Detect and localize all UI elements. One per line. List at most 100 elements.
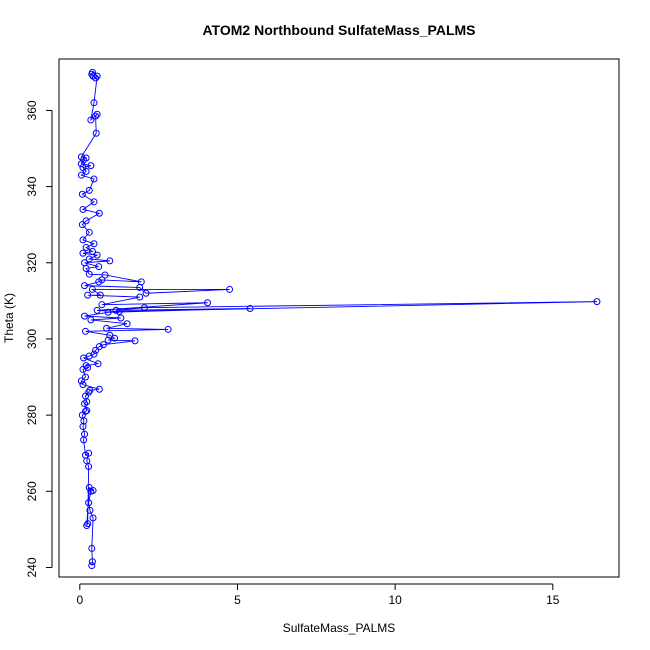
- data-point: [246, 304, 254, 312]
- data-point: [81, 373, 89, 381]
- y-axis-label: Theta (K): [2, 293, 16, 343]
- data-point: [83, 407, 91, 415]
- data-point: [88, 562, 96, 570]
- data-point: [104, 308, 112, 316]
- data-point: [81, 400, 89, 408]
- data-point: [88, 558, 96, 566]
- data-point: [81, 282, 89, 290]
- data-point: [117, 314, 125, 322]
- data-point: [226, 285, 234, 293]
- data-point: [81, 259, 89, 267]
- chart-title: ATOM2 Northbound SulfateMass_PALMS: [202, 22, 475, 38]
- data-point: [106, 257, 114, 265]
- data-point: [92, 129, 100, 137]
- y-tick-label: 320: [25, 252, 39, 272]
- x-tick-label: 10: [388, 593, 402, 607]
- data-point: [90, 240, 98, 248]
- data-point: [90, 175, 98, 183]
- data-point: [81, 312, 89, 320]
- data-point: [88, 285, 96, 293]
- x-tick-label: 15: [546, 593, 560, 607]
- data-point: [95, 343, 103, 351]
- data-point: [90, 350, 98, 358]
- data-point: [95, 209, 103, 217]
- data-point: [84, 291, 92, 299]
- data-point: [82, 217, 90, 225]
- y-tick-label: 280: [25, 405, 39, 425]
- y-tick-label: 240: [25, 557, 39, 577]
- data-point: [106, 331, 114, 339]
- data-point: [140, 304, 148, 312]
- data-series: [77, 68, 601, 570]
- data-point: [90, 99, 98, 107]
- data-point: [99, 341, 107, 349]
- data-point: [86, 506, 94, 514]
- data-point: [88, 70, 96, 78]
- data-point: [94, 360, 102, 368]
- data-point: [85, 352, 93, 360]
- data-point: [85, 270, 93, 278]
- data-point: [84, 364, 92, 372]
- data-point: [84, 520, 92, 528]
- data-point: [81, 327, 89, 335]
- data-point: [103, 324, 111, 332]
- data-point: [85, 186, 93, 194]
- data-point: [77, 377, 85, 385]
- data-point: [93, 251, 101, 259]
- data-point: [93, 110, 101, 118]
- data-point: [90, 198, 98, 206]
- data-point: [98, 301, 106, 309]
- data-point: [78, 221, 86, 229]
- data-point: [101, 271, 109, 279]
- data-point: [87, 116, 95, 124]
- data-point: [111, 334, 118, 342]
- data-point: [79, 249, 87, 257]
- data-point: [115, 308, 123, 316]
- data-point: [85, 388, 93, 396]
- data-point: [78, 190, 86, 198]
- data-point: [593, 298, 601, 306]
- data-point: [95, 385, 103, 393]
- data-point: [82, 362, 90, 370]
- data-point: [87, 316, 95, 324]
- data-point: [77, 153, 85, 161]
- data-point: [88, 544, 96, 552]
- data-point: [87, 162, 95, 170]
- data-point: [79, 381, 87, 389]
- x-tick-label: 0: [76, 593, 83, 607]
- data-point: [85, 483, 93, 491]
- data-point: [81, 407, 89, 415]
- data-point: [96, 291, 104, 299]
- data-point: [77, 160, 85, 168]
- y-tick-label: 360: [25, 100, 39, 120]
- data-point: [92, 346, 100, 354]
- data-point: [123, 320, 131, 328]
- x-tick-label: 5: [234, 593, 241, 607]
- data-point: [92, 112, 100, 120]
- data-point: [89, 514, 97, 522]
- data-point: [85, 228, 93, 236]
- y-tick-label: 340: [25, 176, 39, 196]
- data-point: [88, 247, 96, 255]
- data-point: [81, 430, 89, 438]
- data-point: [79, 205, 87, 213]
- y-axis: 240 260 280 300 320 340 360: [25, 100, 53, 577]
- x-axis: 0 5 10 15: [76, 583, 560, 607]
- data-point: [142, 289, 150, 297]
- data-point: [79, 164, 87, 172]
- data-point: [85, 499, 93, 507]
- data-point: [98, 276, 106, 284]
- data-point: [131, 337, 139, 345]
- data-point: [81, 451, 89, 459]
- series-line: [80, 71, 597, 566]
- data-point: [85, 255, 93, 263]
- data-point: [164, 325, 172, 333]
- data-point: [79, 236, 87, 244]
- data-point: [82, 154, 90, 162]
- y-tick-label: 300: [25, 329, 39, 349]
- data-point: [89, 72, 97, 80]
- plot-frame: [58, 58, 620, 578]
- x-axis-label: SulfateMass_PALMS: [283, 621, 396, 635]
- data-point: [112, 306, 120, 314]
